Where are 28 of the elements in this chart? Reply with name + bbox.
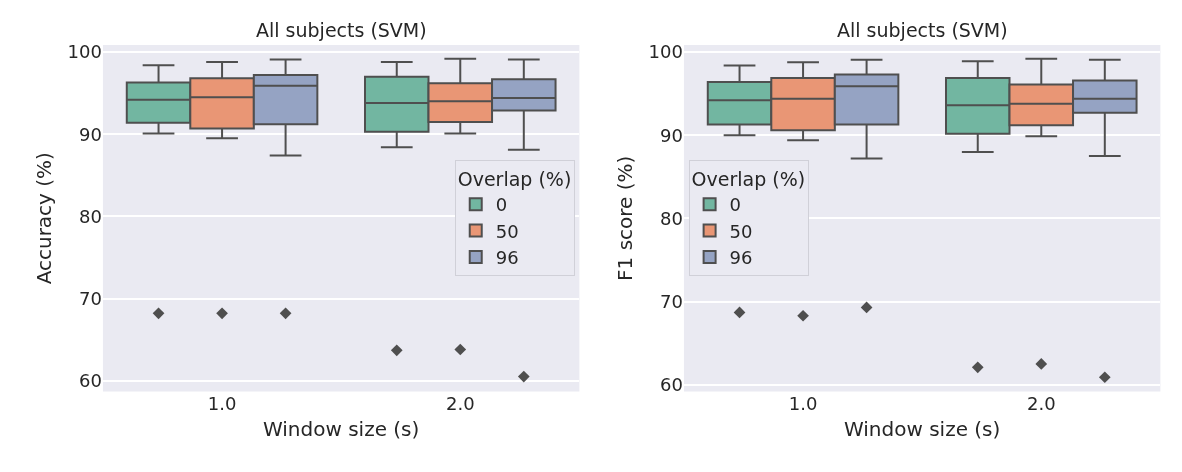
y-tick-label: 60 bbox=[79, 370, 102, 392]
y-tick-label: 60 bbox=[660, 374, 683, 396]
legend-label: 0 bbox=[729, 194, 742, 216]
y-tick-label: 70 bbox=[79, 287, 102, 309]
y-axis-title: F1 score (%) bbox=[613, 155, 638, 281]
y-tick-label: 100 bbox=[67, 41, 102, 63]
y-tick-label: 80 bbox=[79, 205, 102, 227]
legend-label: 96 bbox=[495, 246, 519, 268]
legend-title: Overlap (%) bbox=[457, 167, 572, 190]
chart-title: All subjects (SVM) bbox=[837, 19, 1008, 41]
x-tick-label: 1.0 bbox=[207, 393, 237, 415]
y-tick-label: 90 bbox=[79, 123, 102, 145]
legend-label: 50 bbox=[495, 220, 519, 242]
x-axis-title: Window size (s) bbox=[843, 416, 1001, 441]
x-tick-label: 2.0 bbox=[1026, 393, 1056, 415]
y-tick-label: 80 bbox=[660, 207, 683, 229]
x-tick-label: 1.0 bbox=[788, 393, 818, 415]
legend-label: 96 bbox=[729, 246, 753, 268]
legend-label: 0 bbox=[495, 194, 508, 216]
x-axis-title: Window size (s) bbox=[262, 416, 420, 441]
y-axis-title: Accuracy (%) bbox=[32, 152, 57, 285]
y-tick-label: 70 bbox=[660, 290, 683, 312]
y-tick-label: 100 bbox=[648, 41, 683, 63]
legend-label: 50 bbox=[729, 220, 753, 242]
chart-title: All subjects (SVM) bbox=[256, 19, 427, 41]
x-tick-label: 2.0 bbox=[445, 393, 475, 415]
y-tick-label: 90 bbox=[660, 124, 683, 146]
legend-title: Overlap (%) bbox=[691, 167, 806, 190]
